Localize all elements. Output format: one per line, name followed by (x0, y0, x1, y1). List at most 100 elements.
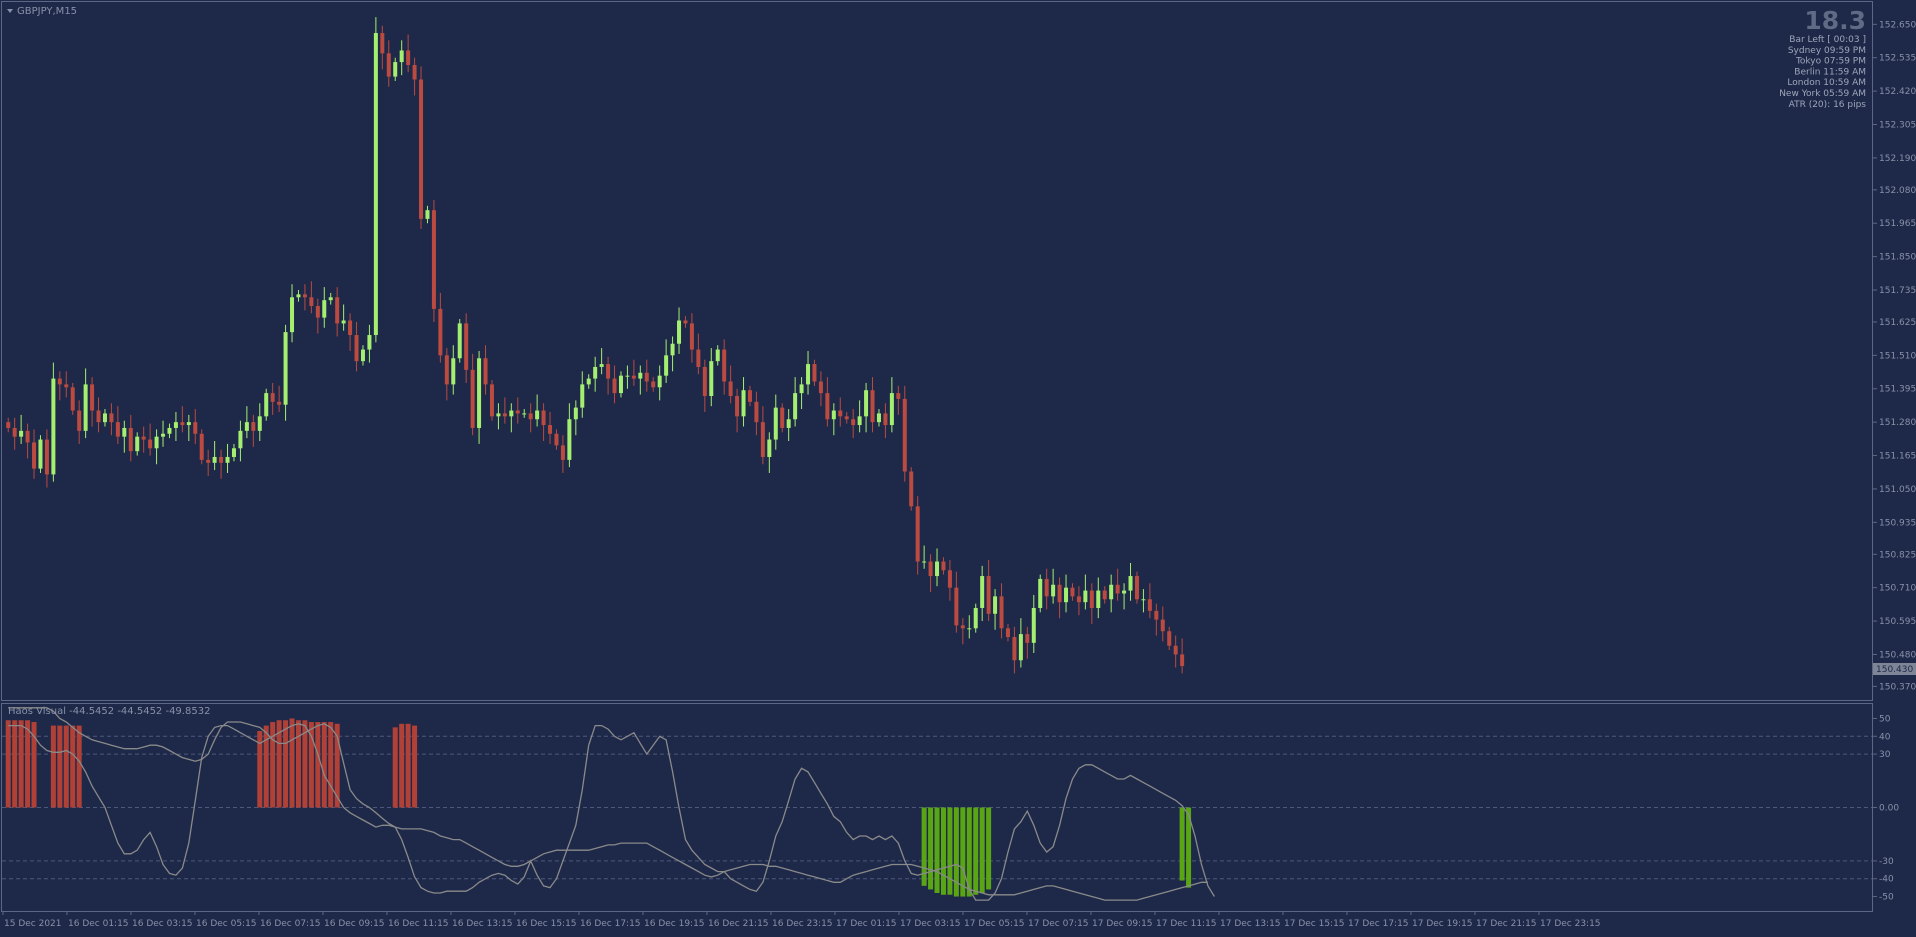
histogram-bar (940, 807, 946, 895)
candle-body (489, 384, 494, 417)
time-tick-label: 17 Dec 11:15 (1156, 919, 1217, 929)
histogram-bar (295, 720, 301, 808)
candle-body (212, 456, 217, 463)
price-tick-label: 152.190 (1879, 154, 1916, 164)
price-tick-label: 152.305 (1879, 121, 1916, 131)
candle-body (438, 308, 443, 356)
candle-body (664, 355, 669, 376)
histogram-bar (405, 723, 411, 808)
candle-body (1038, 578, 1043, 608)
candle-body (6, 422, 11, 428)
histogram-bar (399, 723, 405, 808)
price-tick-label: 150.480 (1879, 650, 1916, 660)
time-tick-label: 16 Dec 05:15 (196, 919, 257, 929)
histogram-bar (57, 725, 63, 808)
candle-body (1160, 619, 1165, 632)
time-tick-label: 16 Dec 13:15 (452, 919, 513, 929)
candle-body (696, 349, 701, 367)
histogram-bar (392, 727, 398, 808)
histogram-bar (1179, 807, 1185, 881)
candle-body (367, 335, 372, 350)
candle-body (864, 390, 869, 417)
candle-body (728, 381, 733, 397)
info-line: London 10:59 AM (1787, 78, 1866, 88)
candle-body (786, 419, 791, 428)
candle-body (702, 366, 707, 397)
candle-body (25, 430, 30, 443)
histogram-bar (263, 725, 269, 808)
indicator-panel-frame (1, 703, 1873, 912)
histogram-bar (328, 722, 334, 808)
candle-body (902, 398, 907, 472)
indicator-label: Haos Visual -44.5452 -44.5452 -49.8532 (8, 706, 210, 717)
candle-body (135, 436, 140, 452)
candle-body (922, 561, 927, 563)
collapse-triangle-icon[interactable] (7, 9, 13, 13)
time-tick-label: 16 Dec 11:15 (388, 919, 449, 929)
candle-body (593, 366, 598, 379)
candle-body (515, 410, 520, 414)
time-tick-label: 17 Dec 15:15 (1284, 919, 1345, 929)
histogram-bar (302, 720, 308, 808)
candle-body (12, 427, 17, 437)
candle-body (1057, 584, 1062, 603)
candle-body (754, 401, 759, 423)
time-tick-label: 17 Dec 03:15 (900, 919, 961, 929)
candle-body (509, 410, 514, 417)
candle-body (231, 448, 236, 457)
candle-body (747, 390, 752, 402)
current-price-tag (1873, 663, 1916, 675)
price-tick-label: 151.850 (1879, 253, 1916, 263)
candle-body (915, 506, 920, 562)
time-tick-label: 17 Dec 07:15 (1028, 919, 1089, 929)
candle-body (483, 358, 488, 385)
histogram-bar (63, 725, 69, 808)
candle-body (283, 332, 288, 405)
candle-body (857, 416, 862, 426)
price-tick-label: 151.735 (1879, 286, 1916, 296)
candle-body (760, 422, 765, 457)
candle-body (77, 410, 82, 431)
candle-body (586, 378, 591, 385)
price-tick-label: 151.165 (1879, 452, 1916, 462)
histogram-bar (70, 725, 76, 808)
histogram-bar (928, 807, 934, 890)
candle-body (44, 439, 49, 475)
candle-body (309, 297, 314, 306)
price-tick-label: 150.710 (1879, 584, 1916, 594)
candle-body (780, 407, 785, 428)
candle-body (90, 384, 95, 411)
histogram-bar (921, 807, 927, 886)
histogram-bar (973, 807, 979, 895)
candle-body (573, 407, 578, 420)
candle-body (38, 439, 43, 469)
candle-body (431, 210, 436, 309)
candle-body (393, 62, 398, 77)
candle-body (560, 445, 565, 460)
candle-body (625, 375, 630, 377)
candle-body (173, 422, 178, 428)
candle-body (1122, 590, 1127, 594)
indicator-tick-label: -50 (1879, 893, 1894, 903)
candle-body (502, 413, 507, 417)
candle-body (180, 422, 185, 426)
candle-body (83, 384, 88, 431)
candle-body (851, 419, 856, 426)
time-tick-label: 15 Dec 2021 (4, 919, 62, 929)
candlestick-series (6, 17, 1185, 674)
candle-body (844, 416, 849, 420)
price-tick-label: 152.420 (1879, 87, 1916, 97)
candle-body (70, 387, 75, 411)
candle-body (206, 459, 211, 463)
candle-body (315, 305, 320, 318)
time-tick-label: 17 Dec 21:15 (1476, 919, 1537, 929)
info-line: Bar Left [ 00:03 ] (1789, 35, 1866, 45)
candle-body (380, 33, 385, 54)
candle-body (1154, 610, 1159, 620)
candle-body (909, 471, 914, 507)
candle-body (264, 393, 269, 417)
candle-body (244, 422, 249, 431)
time-tick-label: 16 Dec 07:15 (260, 919, 321, 929)
